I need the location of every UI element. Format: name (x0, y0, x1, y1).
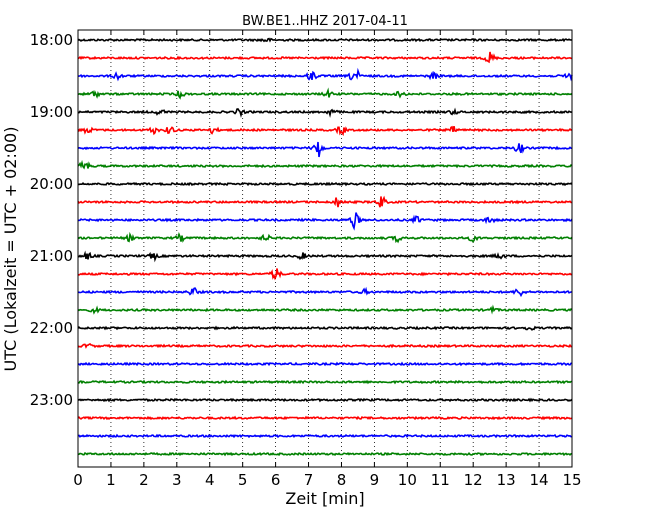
x-tick-label: 12 (464, 471, 483, 489)
y-tick-label: 23:00 (30, 391, 73, 409)
seismic-trace (77, 433, 573, 439)
seismic-trace (77, 212, 573, 231)
trace-waveform (77, 250, 573, 263)
seismic-trace (77, 250, 573, 263)
x-tick-label: 4 (205, 471, 215, 489)
trace-waveform (77, 51, 573, 64)
seismic-trace (77, 107, 573, 118)
y-tick-label: 20:00 (30, 175, 73, 193)
x-tick-label: 13 (497, 471, 516, 489)
x-tick-label: 15 (562, 471, 581, 489)
trace-waveform (77, 87, 573, 100)
x-tick-label: 6 (271, 471, 281, 489)
seismic-trace (77, 195, 572, 208)
seismic-trace (77, 286, 573, 298)
x-tick-label: 1 (106, 471, 116, 489)
seismic-trace (77, 379, 573, 385)
plot-frame (77, 29, 573, 468)
trace-waveform (77, 195, 572, 208)
trace-waveform (77, 107, 573, 118)
y-axis: 18:00 19:00 20:00 21:00 22:00 23:00 (30, 31, 572, 409)
trace-waveform (77, 37, 573, 43)
seismic-trace (77, 67, 573, 82)
trace-waveform (77, 212, 573, 231)
seismic-trace (77, 51, 573, 64)
seismic-trace (77, 87, 573, 100)
trace-waveform (77, 159, 573, 170)
trace-waveform (77, 343, 573, 349)
x-tick-label: 3 (172, 471, 182, 489)
seismic-trace (77, 304, 573, 315)
seismic-trace (77, 415, 573, 421)
seismic-trace (77, 397, 573, 403)
y-tick-label: 22:00 (30, 319, 73, 337)
x-axis: 0 1 2 3 4 5 6 7 8 9 10 11 12 13 14 15 (73, 30, 582, 489)
x-tick-label: 7 (304, 471, 314, 489)
grid-lines (110, 30, 540, 467)
x-tick-label: 9 (370, 471, 380, 489)
seismic-trace (77, 231, 573, 244)
x-tick-label: 10 (398, 471, 417, 489)
seismic-trace (77, 343, 573, 349)
trace-waveform (77, 451, 573, 457)
trace-group (77, 37, 573, 457)
seismic-trace (77, 125, 573, 137)
seismic-trace (77, 141, 572, 158)
trace-waveform (77, 397, 573, 403)
seismic-trace (77, 37, 573, 43)
trace-waveform (77, 231, 573, 244)
trace-waveform (77, 361, 573, 367)
x-tick-label: 2 (139, 471, 149, 489)
y-tick-label: 21:00 (30, 247, 73, 265)
trace-waveform (77, 415, 573, 421)
seismic-trace (77, 451, 573, 457)
seismic-trace (77, 325, 573, 331)
x-tick-label: 14 (530, 471, 549, 489)
seismic-trace (77, 181, 573, 187)
chart-title: BW.BE1..HHZ 2017-04-11 (242, 14, 408, 29)
seismic-trace (77, 268, 573, 281)
trace-waveform (77, 141, 572, 158)
y-tick-label: 19:00 (30, 103, 73, 121)
trace-waveform (77, 268, 573, 281)
trace-waveform (77, 181, 573, 187)
trace-waveform (77, 433, 573, 439)
x-axis-label: Zeit [min] (285, 489, 364, 508)
seismic-trace (77, 159, 573, 170)
x-tick-label: 5 (238, 471, 248, 489)
seismic-trace (77, 361, 573, 367)
x-tick-label: 11 (431, 471, 450, 489)
x-tick-label: 8 (337, 471, 347, 489)
trace-waveform (77, 325, 573, 331)
trace-waveform (77, 125, 573, 137)
x-tick-label: 0 (73, 471, 83, 489)
y-tick-label: 18:00 (30, 31, 73, 49)
y-axis-label: UTC (Lokalzeit = UTC + 02:00) (1, 127, 20, 372)
trace-waveform (77, 67, 573, 82)
trace-waveform (77, 379, 573, 385)
trace-waveform (77, 286, 573, 298)
trace-waveform (77, 304, 573, 315)
